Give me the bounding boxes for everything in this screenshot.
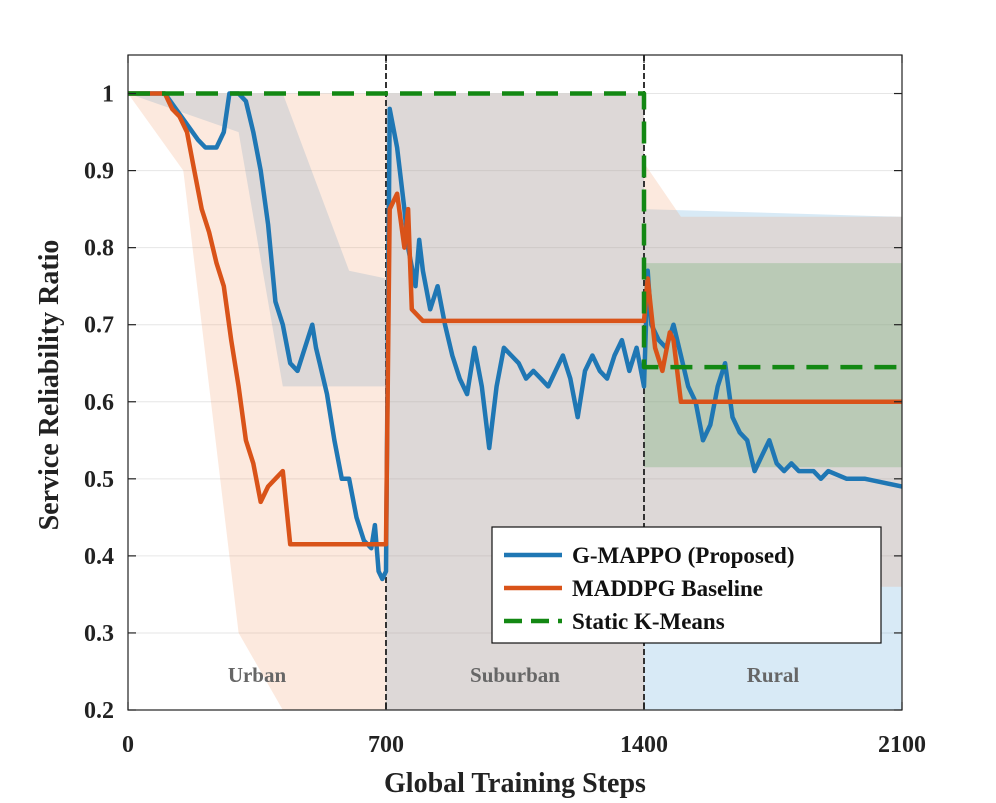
- legend-box: [491, 526, 882, 644]
- legend-label: Static K-Means: [572, 609, 725, 634]
- axis-ticks: 0.2 0.3 0.4 0.5 0.6 0.7 0.8 0.9 1 0 700 1400 2100: [84, 55, 926, 758]
- region-label: Suburban: [470, 663, 560, 687]
- y-tick-label: 0.3: [84, 621, 114, 647]
- region-labels: Urban Suburban Rural: [228, 663, 800, 687]
- plot-frame: [127, 54, 903, 711]
- legend: G-MAPPO (Proposed) MADDPG Baseline Static …: [491, 526, 882, 644]
- y-tick-label: 0.4: [84, 544, 114, 570]
- x-tick-label: 2100: [878, 732, 926, 758]
- series-lines: [128, 91, 902, 582]
- y-tick-label: 1: [102, 82, 114, 108]
- y-tick-label: 0.2: [84, 698, 114, 724]
- y-tick-label: 0.5: [84, 467, 114, 493]
- series-line: [128, 91, 902, 547]
- x-axis-title: Global Training Steps: [384, 768, 646, 799]
- y-tick-label: 0.7: [84, 313, 114, 339]
- y-tick-label: 0.9: [84, 159, 114, 185]
- series-line: [128, 91, 902, 582]
- legend-label: MADDPG Baseline: [572, 576, 763, 601]
- region-label: Rural: [747, 663, 800, 687]
- series-line: [128, 91, 902, 370]
- y-tick-label: 0.6: [84, 390, 114, 416]
- x-tick-label: 1400: [620, 732, 668, 758]
- y-axis-title: Service Reliability Ratio: [34, 240, 65, 531]
- region-label: Urban: [228, 663, 287, 687]
- legend-label: G-MAPPO (Proposed): [572, 543, 795, 568]
- x-tick-label: 0: [122, 732, 134, 758]
- x-tick-label: 700: [368, 732, 404, 758]
- y-tick-label: 0.8: [84, 236, 114, 262]
